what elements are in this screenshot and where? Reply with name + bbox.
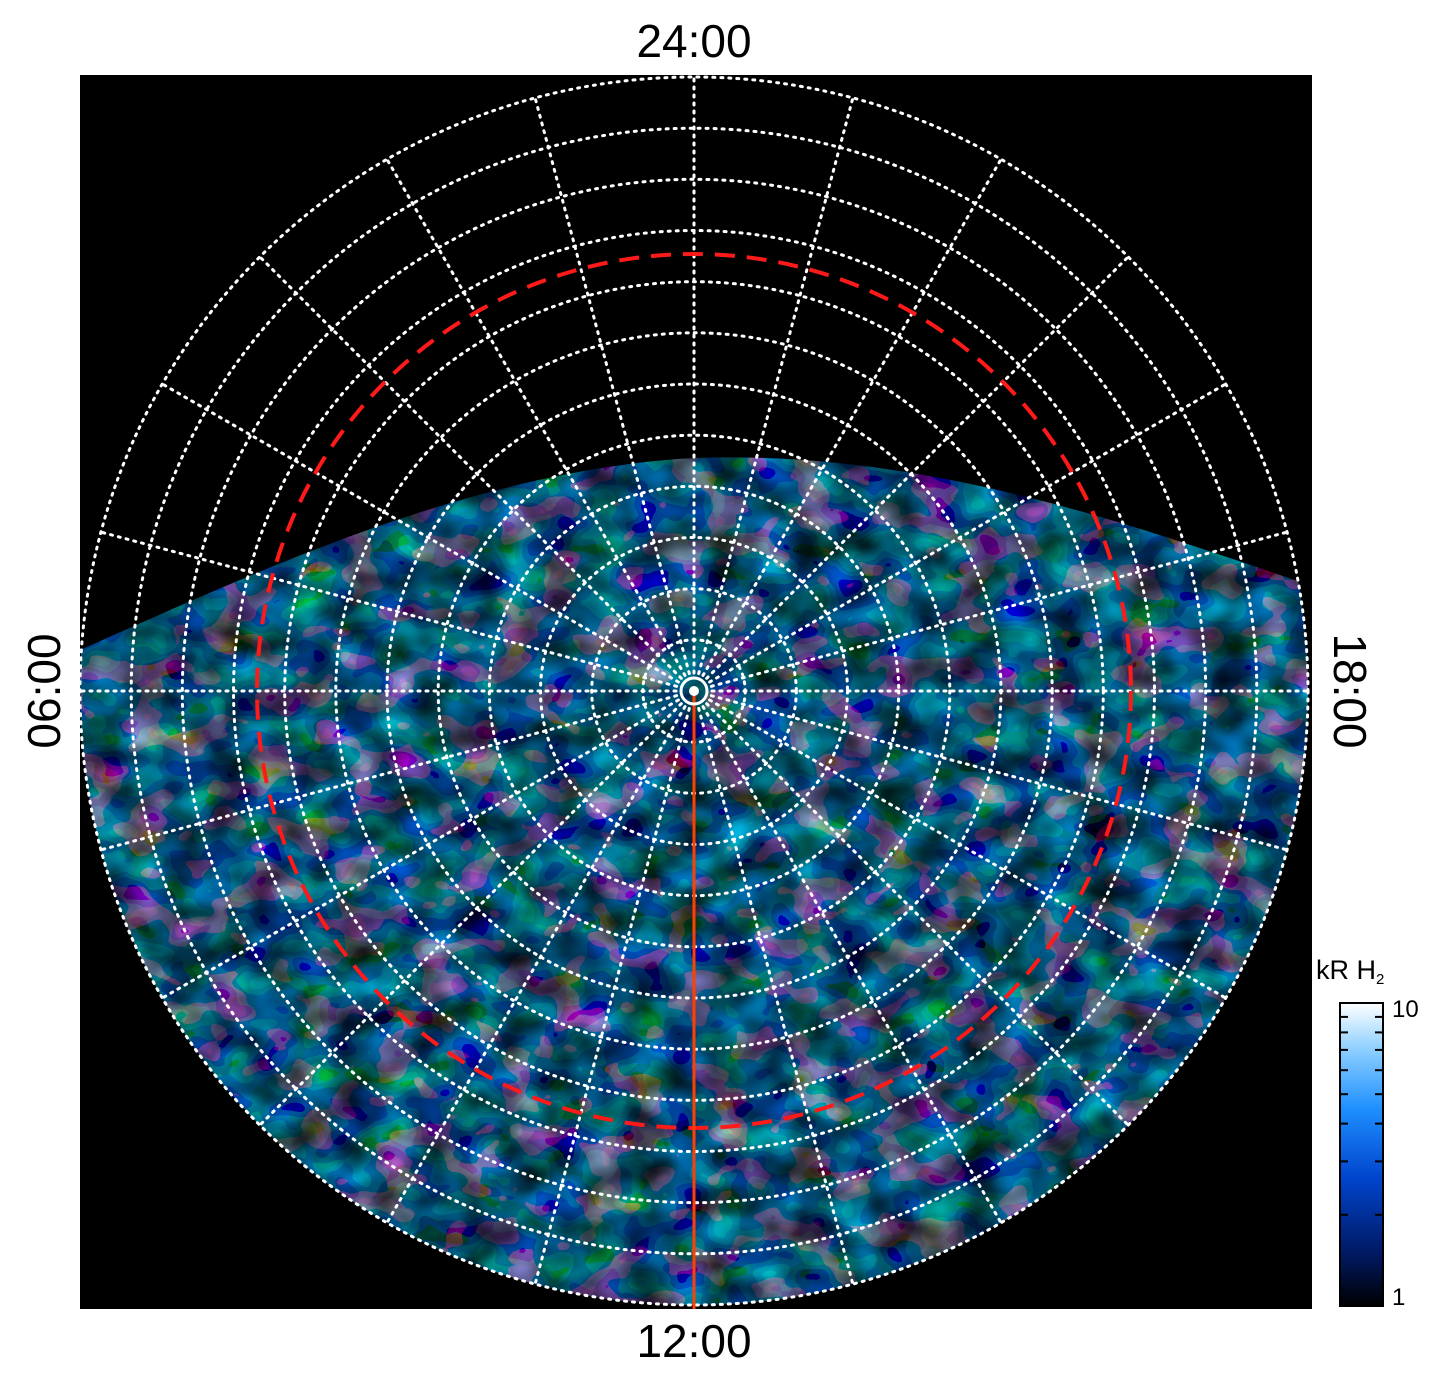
pole-marker [679,676,709,706]
local-time-meridian [709,694,1289,852]
local-time-meridian [533,706,691,1286]
colorbar-title-text: kR H [1316,955,1376,985]
local-time-meridian [385,705,687,1225]
local-time-label-bottom: 12:00 [636,1315,752,1367]
local-time-meridian [160,382,680,684]
colorbar-max-label: 10 [1392,996,1419,1023]
local-time-meridian [705,255,1130,680]
local-time-meridian [697,96,855,676]
local-time-meridian [708,698,1228,1000]
local-time-meridian [708,382,1228,684]
local-time-meridian [385,157,687,677]
latitude-circle [180,177,1208,1205]
local-time-meridian [709,530,1289,688]
local-time-meridian [533,96,691,676]
local-time-meridian [160,698,680,1000]
colorbar-title: kR H2 [1316,955,1385,988]
local-time-meridian [697,706,855,1286]
colorbar-title-subscript: 2 [1376,971,1385,988]
local-time-meridian [701,157,1003,677]
local-time-meridian [701,705,1003,1225]
colorbar [1339,1002,1384,1307]
local-time-meridian [99,694,679,852]
local-time-label-left: 06:00 [18,633,70,749]
local-time-meridian [705,702,1130,1127]
local-time-label-top: 24:00 [636,15,752,67]
local-time-label-right: 18:00 [1324,633,1376,749]
local-time-meridian [258,702,683,1127]
colorbar-tick-marks [1340,1002,1383,1307]
latitude-circle [78,75,1310,1307]
local-time-meridian [258,255,683,680]
local-time-meridian [99,530,679,688]
colorbar-min-label: 1 [1392,1284,1406,1311]
